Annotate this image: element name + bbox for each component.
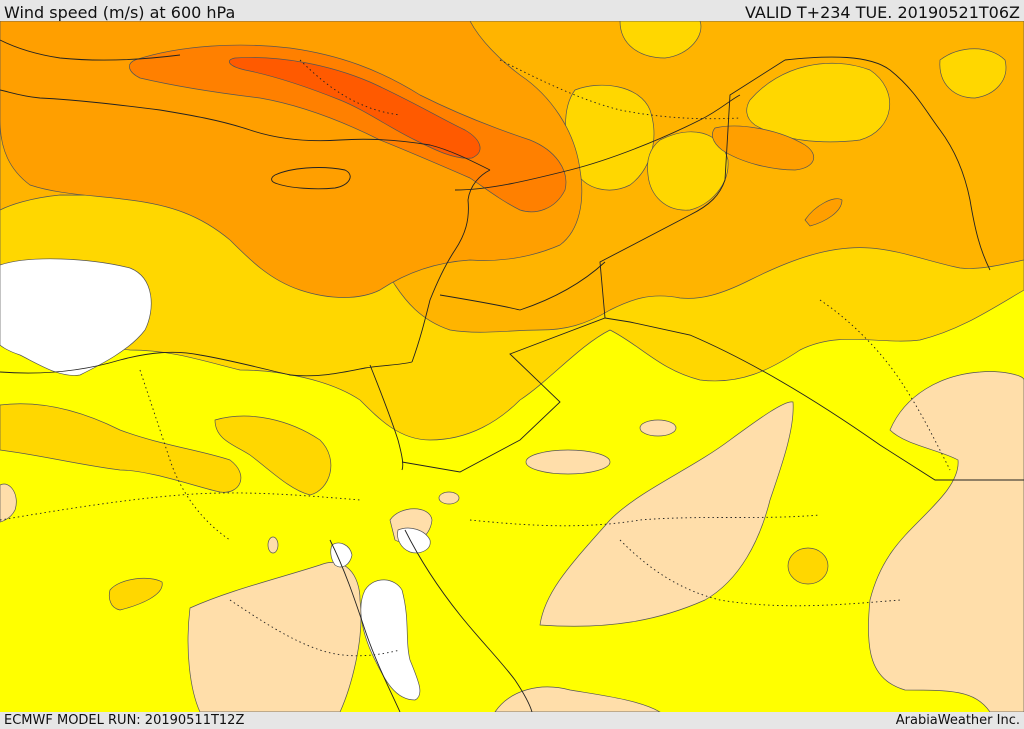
border-turkey-syria <box>454 94 741 191</box>
coastline-red-sea-west <box>329 539 401 712</box>
credit-label: ArabiaWeather Inc. <box>895 713 1020 728</box>
tan-blob-4 <box>267 536 279 554</box>
coastline-turkey-south <box>0 89 491 171</box>
amber-hole-iraq <box>647 131 729 211</box>
coastline-mediterranean-south <box>0 351 413 377</box>
tan-area-east <box>868 371 1024 712</box>
orange-zone-iraq <box>712 125 815 171</box>
dotted-boundary-8 <box>299 59 401 116</box>
gold-blob-saudi <box>787 547 829 585</box>
tan-blob-2 <box>525 449 611 475</box>
map-title: Wind speed (m/s) at 600 hPa <box>4 3 236 22</box>
dotted-boundary-1 <box>0 492 361 521</box>
border-iraq-iran <box>784 56 991 271</box>
white-area-gulf <box>330 542 353 568</box>
border-syria-iraq <box>599 59 786 319</box>
footer-bar: ECMWF MODEL RUN: 20190511T12Z ArabiaWeat… <box>0 712 1024 729</box>
tan-blob-1 <box>639 419 677 437</box>
amber-hole-northeast <box>939 48 1007 99</box>
orange-blob-iraq <box>804 198 843 227</box>
border-jordan-saudi <box>401 317 1024 481</box>
gold-zone-sinai <box>214 415 332 496</box>
coastline-red-sea-east <box>404 529 533 712</box>
tan-blob-3 <box>438 491 460 505</box>
valid-time: VALID T+234 TUE. 20190521T06Z <box>744 3 1020 22</box>
white-area-sinai-gulf <box>397 527 431 554</box>
dotted-boundary-4 <box>499 59 741 120</box>
white-area-mediterranean <box>0 258 152 376</box>
header-bar: Wind speed (m/s) at 600 hPa VALID T+234 … <box>0 0 1024 22</box>
white-area-red-sea <box>360 579 421 701</box>
coastline-turkey-north <box>0 39 181 61</box>
tan-area-south <box>494 686 661 712</box>
core-max-wind-zone <box>228 57 481 159</box>
gold-zone-red-sea <box>108 577 163 611</box>
dotted-boundary-5 <box>139 369 231 541</box>
cyprus-outline <box>271 167 351 190</box>
border-jordan-syria <box>439 261 606 311</box>
wind-speed-map <box>0 21 1024 712</box>
dotted-boundary-6 <box>819 299 951 471</box>
gold-zone-nile <box>0 403 242 493</box>
map-canvas <box>0 21 1024 712</box>
border-egypt-israel <box>369 364 404 471</box>
model-run-label: ECMWF MODEL RUN: 20190511T12Z <box>4 713 245 728</box>
amber-hole-northwest <box>619 21 702 59</box>
amber-hole-east <box>746 62 891 143</box>
tan-area-west-edge <box>0 483 17 523</box>
tan-area-saudi-north <box>539 401 794 627</box>
tan-area-egypt <box>187 562 362 712</box>
dark-orange-zone <box>129 44 567 213</box>
orange-zone <box>0 21 583 298</box>
